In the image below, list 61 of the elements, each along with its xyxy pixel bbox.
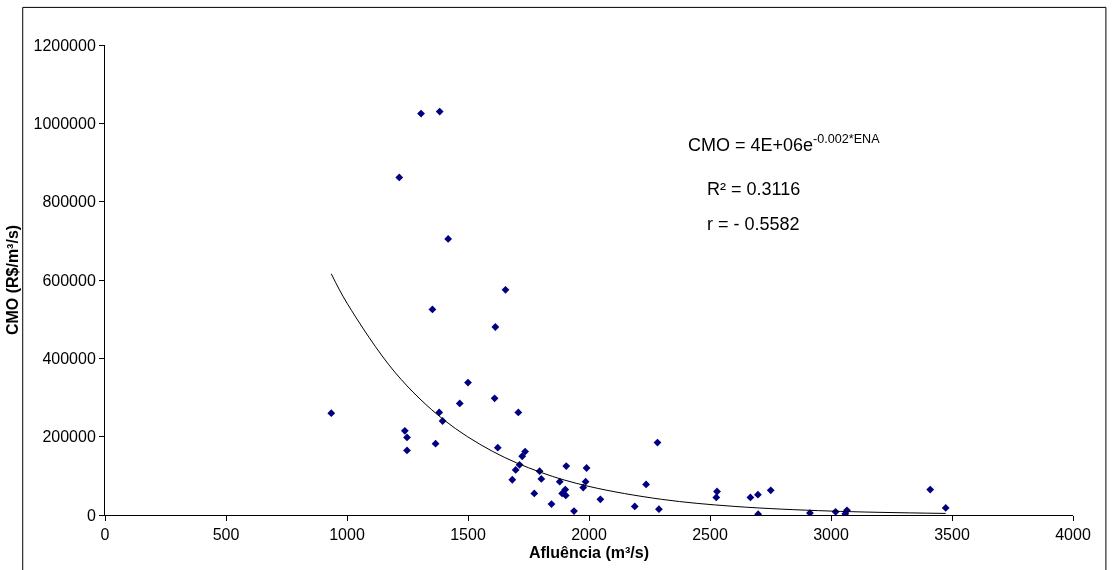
y-axis-title: CMO (R$/m³/s) (4, 224, 22, 336)
point (712, 493, 721, 502)
point (444, 234, 453, 243)
x-tick-label: 3500 (934, 526, 970, 544)
x-tick-label: 3000 (813, 526, 849, 544)
point (766, 486, 775, 495)
point (395, 173, 404, 182)
x-tick-label: 2000 (571, 526, 607, 544)
annotation: r = - 0.5582 (707, 214, 800, 234)
point (428, 305, 437, 314)
y-tick-label: 600000 (42, 271, 96, 289)
point (508, 475, 517, 484)
point (655, 505, 663, 514)
point (579, 483, 588, 492)
point (490, 394, 499, 403)
point (403, 446, 411, 455)
x-tick-label: 2500 (692, 526, 728, 544)
annotation: R² = 0.3116 (707, 179, 801, 199)
annotation: CMO = 4E+06e$^{-0.002*ENA}$ (688, 132, 881, 155)
point (403, 433, 411, 442)
point (514, 408, 523, 417)
x-tick-label: 4000 (1055, 526, 1091, 544)
point (327, 409, 336, 418)
point (455, 399, 464, 408)
x-tick-label: 1500 (450, 526, 486, 544)
y-tick-label: 400000 (42, 349, 96, 367)
point (642, 480, 651, 489)
point (521, 447, 530, 456)
point (746, 493, 755, 502)
point (754, 490, 762, 499)
y-tick-label: 800000 (42, 193, 96, 211)
point (464, 378, 472, 387)
y-tick-label: 1200000 (33, 36, 96, 54)
point (511, 466, 520, 474)
x-tick-label: 500 (212, 526, 240, 544)
point (431, 439, 440, 448)
x-tick-label: 1000 (329, 526, 365, 544)
point (518, 452, 527, 461)
point (562, 462, 571, 470)
point (547, 500, 556, 508)
y-tick-label: 0 (86, 506, 96, 524)
point (630, 502, 639, 511)
y-tick-label: 1000000 (33, 114, 96, 132)
point (537, 475, 546, 483)
y-tick-label: 200000 (42, 428, 96, 446)
point (417, 109, 425, 118)
x-tick-label: 0 (100, 526, 110, 544)
point (596, 495, 605, 504)
point (941, 504, 950, 512)
x-axis-title: Afluência (m³/s) (528, 543, 650, 561)
point (530, 489, 539, 498)
point (582, 464, 591, 472)
point (926, 485, 935, 494)
point (400, 426, 409, 435)
point (581, 477, 590, 486)
point (713, 487, 721, 496)
point (493, 443, 502, 452)
point (561, 485, 570, 494)
point (491, 323, 500, 331)
point (435, 107, 444, 116)
point (501, 285, 510, 294)
